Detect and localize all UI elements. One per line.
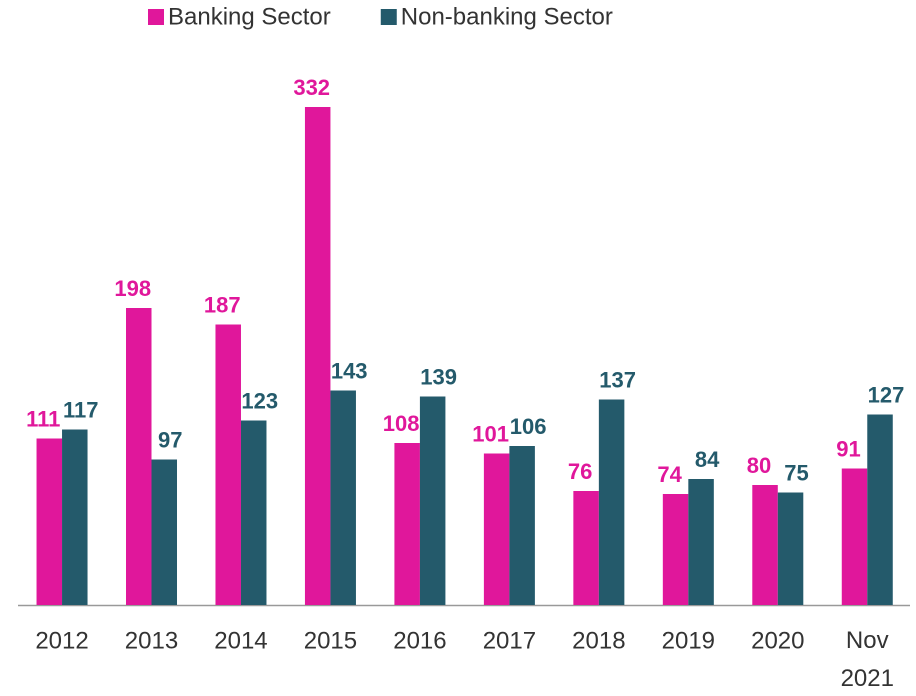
data-label: 143: [331, 358, 368, 383]
bar: [573, 491, 599, 605]
data-label: 127: [868, 382, 905, 407]
x-tick-label: 2013: [125, 627, 178, 654]
bar: [867, 414, 893, 605]
legend-label: Non-banking Sector: [401, 3, 613, 30]
x-tick-label: 2020: [751, 627, 804, 654]
legend-label: Banking Sector: [168, 3, 331, 30]
x-tick-label: Nov 2021: [841, 627, 894, 692]
bar: [304, 107, 331, 605]
data-label: 91: [836, 436, 860, 461]
bar: [841, 468, 868, 605]
data-label: 76: [568, 459, 592, 484]
bar: [509, 446, 535, 605]
bar: [215, 324, 241, 605]
data-label: 111: [26, 406, 60, 431]
data-label: 139: [420, 364, 457, 389]
bar: [752, 485, 778, 605]
x-tick-label: 2015: [304, 627, 357, 654]
x-tick-label: 2017: [483, 627, 536, 654]
data-label: 108: [383, 411, 420, 436]
bar: [126, 308, 152, 605]
legend-swatch: [148, 9, 164, 25]
bar: [598, 399, 625, 605]
bar: [330, 390, 356, 605]
data-label: 123: [241, 388, 278, 413]
bar: [394, 443, 420, 605]
data-label: 106: [510, 414, 547, 439]
bar: [419, 396, 446, 605]
data-label: 332: [293, 75, 330, 100]
data-label: 84: [695, 447, 720, 472]
bar: [36, 438, 63, 605]
bar: [662, 494, 689, 605]
x-tick-label: 2018: [572, 627, 625, 654]
bar: [777, 492, 804, 605]
data-label: 117: [63, 397, 99, 422]
data-label: 80: [747, 453, 771, 478]
data-label: 75: [784, 460, 808, 485]
bar: [62, 429, 88, 605]
bar: [688, 479, 714, 605]
x-tick-label: 2016: [393, 627, 446, 654]
bar: [151, 459, 178, 605]
data-label: 101: [472, 421, 509, 446]
data-label: 97: [158, 427, 182, 452]
x-tick-label: 2019: [662, 627, 715, 654]
data-label: 198: [114, 276, 151, 301]
legend-swatch: [380, 9, 397, 25]
x-tick-label: 2014: [214, 627, 267, 654]
x-tick-label: 2012: [35, 627, 88, 654]
bar: [240, 420, 267, 605]
bar: [483, 453, 510, 605]
data-label: 74: [657, 462, 682, 487]
data-label: 187: [204, 292, 241, 317]
data-label: 137: [599, 367, 636, 392]
